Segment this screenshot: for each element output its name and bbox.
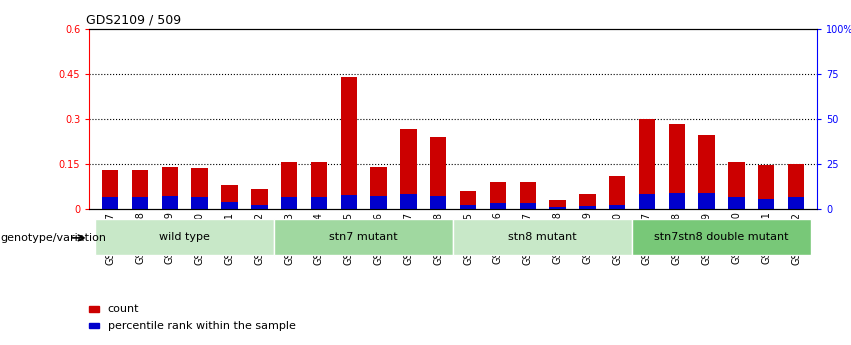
Bar <box>102 197 118 209</box>
Bar <box>281 162 297 209</box>
Text: count: count <box>107 304 139 314</box>
Text: percentile rank within the sample: percentile rank within the sample <box>107 321 295 331</box>
Bar <box>400 129 417 209</box>
Bar <box>669 124 685 209</box>
Bar <box>221 185 237 209</box>
Bar <box>281 197 297 209</box>
Bar <box>699 136 715 209</box>
Bar <box>609 205 625 209</box>
Bar <box>519 203 536 209</box>
Bar <box>580 194 596 209</box>
Bar <box>489 182 506 209</box>
Bar <box>669 193 685 209</box>
Bar <box>102 170 118 209</box>
Bar <box>460 191 477 209</box>
Bar <box>639 119 655 209</box>
Text: stn7stn8 double mutant: stn7stn8 double mutant <box>654 232 789 242</box>
Bar <box>519 182 536 209</box>
Text: wild type: wild type <box>159 232 210 242</box>
Bar <box>89 323 99 328</box>
Bar <box>162 167 178 209</box>
FancyBboxPatch shape <box>453 219 632 255</box>
FancyBboxPatch shape <box>95 219 274 255</box>
Bar <box>699 193 715 209</box>
Bar <box>311 162 327 209</box>
Bar <box>788 197 804 209</box>
Bar <box>609 176 625 209</box>
FancyBboxPatch shape <box>632 219 811 255</box>
Text: genotype/variation: genotype/variation <box>1 233 107 243</box>
Bar <box>728 197 745 209</box>
Bar <box>758 199 774 209</box>
Bar <box>191 168 208 209</box>
Bar <box>460 205 477 209</box>
Bar <box>89 306 99 312</box>
Bar <box>550 200 566 209</box>
Bar <box>489 203 506 209</box>
Bar <box>311 197 327 209</box>
Bar <box>370 167 387 209</box>
Bar <box>580 206 596 209</box>
Bar <box>788 164 804 209</box>
Bar <box>340 195 357 209</box>
Bar <box>370 196 387 209</box>
Bar <box>758 165 774 209</box>
Bar <box>251 205 267 209</box>
Bar <box>400 194 417 209</box>
Text: stn8 mutant: stn8 mutant <box>508 232 577 242</box>
Bar <box>430 137 447 209</box>
Bar <box>550 207 566 209</box>
Bar <box>251 189 267 209</box>
Bar <box>191 197 208 209</box>
Bar <box>340 77 357 209</box>
Bar <box>430 196 447 209</box>
FancyBboxPatch shape <box>274 219 453 255</box>
Bar <box>162 196 178 209</box>
Bar <box>639 194 655 209</box>
Bar <box>221 202 237 209</box>
Bar <box>728 162 745 209</box>
Text: GDS2109 / 509: GDS2109 / 509 <box>86 14 181 27</box>
Text: stn7 mutant: stn7 mutant <box>329 232 398 242</box>
Bar <box>132 197 148 209</box>
Bar <box>132 170 148 209</box>
